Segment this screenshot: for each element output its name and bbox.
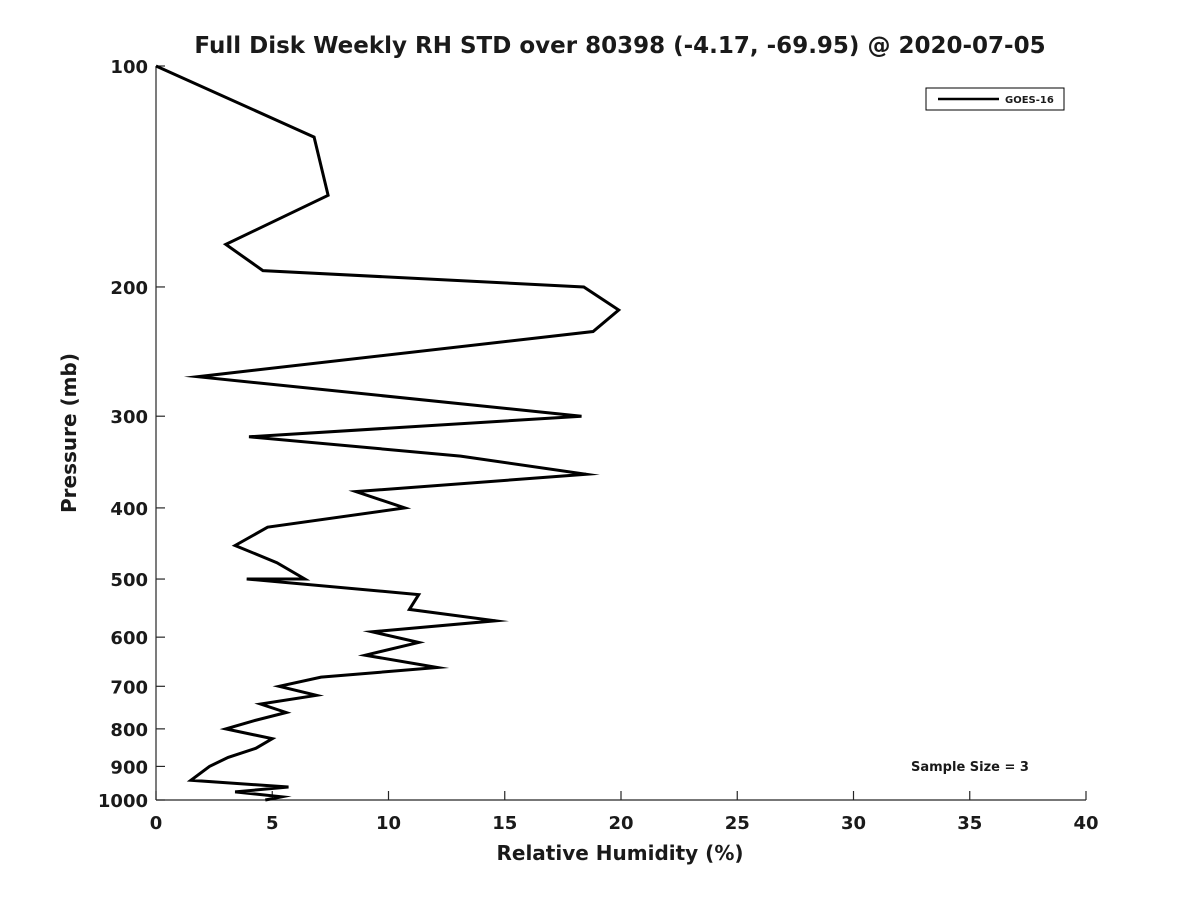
x-tick-label: 30 bbox=[841, 813, 866, 834]
x-tick-label: 10 bbox=[376, 813, 401, 834]
x-axis: 0 5 10 15 20 25 30 35 40 bbox=[150, 791, 1099, 834]
x-axis-label: Relative Humidity (%) bbox=[496, 841, 743, 865]
y-tick-label: 200 bbox=[110, 278, 148, 299]
x-tick-label: 20 bbox=[608, 813, 633, 834]
y-tick-label: 400 bbox=[110, 499, 148, 520]
y-tick-label: 100 bbox=[110, 57, 148, 78]
chart-title: Full Disk Weekly RH STD over 80398 (-4.1… bbox=[194, 33, 1045, 59]
y-tick-label: 900 bbox=[110, 757, 148, 778]
series-line-goes-16 bbox=[155, 64, 622, 802]
sample-size-annotation: Sample Size = 3 bbox=[911, 760, 1029, 775]
y-axis-label: Pressure (mb) bbox=[57, 353, 81, 513]
y-tick-label: 800 bbox=[110, 720, 148, 741]
x-tick-label: 35 bbox=[957, 813, 982, 834]
legend: GOES-16 bbox=[925, 87, 1065, 111]
y-tick-label: 700 bbox=[110, 677, 148, 698]
series-layer bbox=[155, 64, 622, 802]
x-tick-label: 15 bbox=[492, 813, 517, 834]
y-axis: 100 200 300 400 500 600 700 800 900 1000 bbox=[98, 57, 165, 812]
legend-label: GOES-16 bbox=[1005, 95, 1054, 106]
y-tick-label: 1000 bbox=[98, 791, 148, 812]
y-tick-label: 300 bbox=[110, 407, 148, 428]
x-tick-label: 5 bbox=[266, 813, 279, 834]
y-tick-label: 500 bbox=[110, 570, 148, 591]
y-tick-label: 600 bbox=[110, 628, 148, 649]
x-tick-label: 0 bbox=[150, 813, 163, 834]
x-tick-label: 40 bbox=[1073, 813, 1098, 834]
x-tick-label: 25 bbox=[725, 813, 750, 834]
